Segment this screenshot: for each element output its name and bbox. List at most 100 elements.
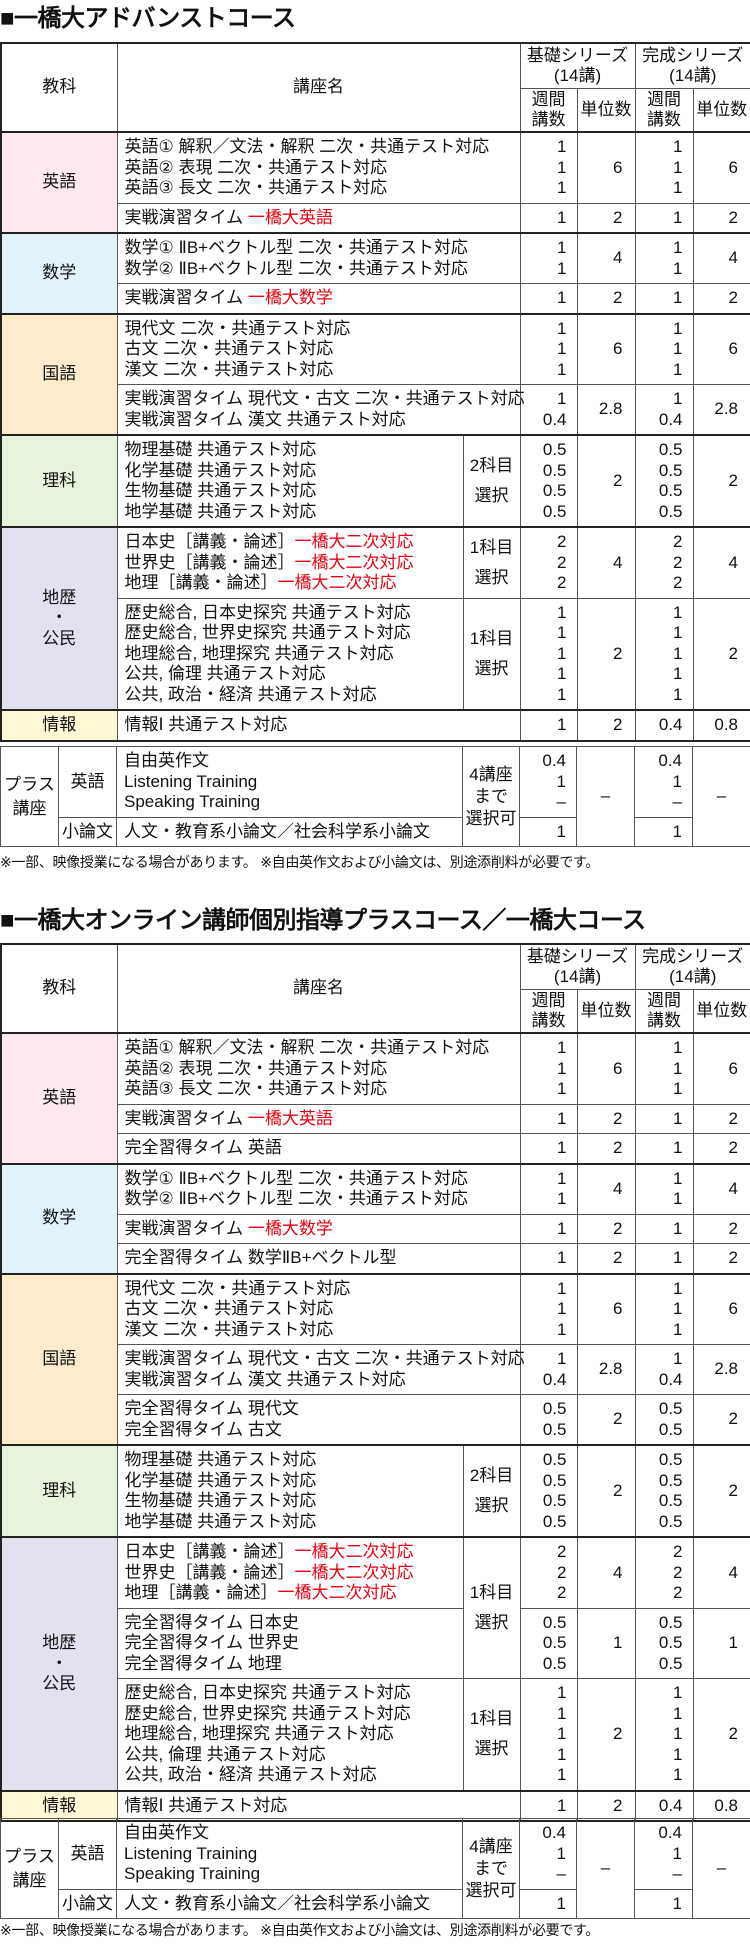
- course-line: 生物基礎 共通テスト対応: [125, 481, 456, 502]
- selection-note: 2科目 選択: [462, 1444, 521, 1538]
- course-line: 情報Ⅰ 共通テスト対応: [125, 1796, 513, 1817]
- units-cell: 4: [576, 526, 636, 599]
- table-row: 国語 現代文 二次・共通テスト対応 古文 二次・共通テスト対応 漢文 二次・共通テスト…: [0, 1272, 750, 1446]
- course-name: 人文・教育系小論文／社会科学系小論文: [124, 1893, 430, 1913]
- weekly-value: 1: [673, 137, 683, 156]
- course-line: 実戦演習タイム 漢文 共通テスト対応: [125, 1370, 513, 1391]
- course-line: 完全習得タイム 英語: [125, 1138, 513, 1159]
- weekly-value: 1: [673, 1138, 683, 1157]
- course-name: 英語③ 長文 二次・共通テスト対応: [124, 1079, 388, 1098]
- weekly-value: 0.4: [658, 1823, 682, 1842]
- course-line: 地学基礎 共通テスト対応: [125, 1512, 456, 1533]
- course-name: 世界史［講義・論述］: [124, 552, 295, 572]
- course-line: 現代文 二次・共通テスト対応: [125, 319, 513, 340]
- course-name: 英語③ 長文 二次・共通テスト対応: [124, 178, 388, 197]
- weekly-value: 2: [557, 532, 567, 551]
- course-line: 実戦演習タイム 現代文・古文 二次・共通テスト対応: [125, 1349, 525, 1370]
- course-cell: 完全習得タイム 日本史 完全習得タイム 世界史 完全習得タイム 地理: [116, 1607, 464, 1679]
- weekly-cell: 0.5 0.5 0.5 0.5: [519, 1444, 578, 1538]
- weekly-value: 1: [673, 1349, 683, 1368]
- course-name: 地理総合, 地理探究 共通テスト対応: [124, 1724, 394, 1743]
- weekly-value: 1: [557, 1108, 567, 1128]
- course-name: Speaking Training: [124, 792, 261, 811]
- selection-note: 4講座 まで 選択可: [462, 1818, 520, 1919]
- course-cell: 人文・教育系小論文／社会科学系小論文: [116, 1888, 463, 1919]
- weekly-cell: 1: [519, 1243, 578, 1274]
- units-cell: 2: [692, 202, 750, 234]
- course-name: 完全習得タイム 数学ⅡB+ベクトル型: [124, 1248, 397, 1267]
- footnote: ※一部、映像授業になる場合があります。 ※自由英作文および小論文は、別途添削料が…: [0, 1922, 600, 1938]
- weekly-value: 0.5: [658, 1491, 683, 1510]
- table-row: 実戦演習タイム 一橋大数学 1 2 1 2: [1, 283, 750, 314]
- units-cell: 2: [576, 1213, 636, 1244]
- weekly-value: 1: [673, 339, 683, 358]
- table-row: 理科 物理基礎 共通テスト対応 化学基礎 共通テスト対応 生物基礎 共通テスト対応 地学…: [0, 1444, 750, 1538]
- weekly-value: 1: [557, 1138, 567, 1157]
- weekly-value: 0.4: [658, 751, 682, 770]
- weekly-value: 1: [672, 771, 682, 791]
- weekly-cell: 0.4 1–: [519, 1818, 577, 1890]
- highlight-text: 一橋大数学: [247, 288, 333, 307]
- table-row: 完全習得タイム 英語 1 2 1 2: [1, 1133, 750, 1164]
- weekly-value: 1: [557, 1168, 567, 1188]
- weekly-value: 2: [673, 573, 683, 592]
- weekly-value: 1: [557, 1038, 567, 1057]
- highlight-text: 一橋大英語: [247, 207, 333, 227]
- course-line: 公共, 倫理 共通テスト対応: [125, 664, 456, 685]
- course-cell: 完全習得タイム 英語: [116, 1133, 521, 1164]
- course-line: 英語② 表現 二次・共通テスト対応: [125, 1059, 513, 1080]
- weekly-value: 0.5: [658, 1511, 683, 1531]
- units-cell: 0.8: [692, 1789, 750, 1822]
- weekly-value: 0.4: [542, 1369, 567, 1389]
- units-cell: 6: [576, 1032, 636, 1105]
- course-line: 世界史［講義・論述］一橋大二次対応: [125, 1563, 456, 1584]
- course-line: 完全習得タイム 現代文: [125, 1399, 513, 1420]
- course-line: Listening Training: [124, 772, 455, 793]
- course-line: 数学② ⅡB+ベクトル型 二次・共通テスト対応: [125, 1189, 513, 1210]
- subject-cell: 数学: [0, 1162, 118, 1274]
- course-cell: 数学① ⅡB+ベクトル型 二次・共通テスト対応 数学② ⅡB+ベクトル型 二次・共…: [116, 232, 521, 284]
- course-name: 数学② ⅡB+ベクトル型 二次・共通テスト対応: [124, 258, 468, 278]
- units-cell: 2: [576, 434, 636, 528]
- weekly-value: 0.4: [658, 1795, 683, 1815]
- weekly-value: 0.5: [542, 1653, 567, 1673]
- course-line: 英語③ 長文 二次・共通テスト対応: [125, 1079, 513, 1100]
- units-cell: 4: [576, 232, 636, 284]
- weekly-value: 1: [556, 771, 566, 791]
- plus-course-table: プラス 講座 英語 自由英作文 Listening Training Speaking …: [0, 746, 750, 847]
- header-row: 週間 講数 単位数 週間 講数 単位数: [1, 88, 750, 133]
- selection-note: 1科目 選択: [462, 597, 521, 711]
- course-line: 公共, 政治・経済 共通テスト対応: [125, 1765, 456, 1786]
- course-name: Listening Training: [124, 1843, 258, 1863]
- table-row: 完全習得タイム 数学ⅡB+ベクトル型 1 2 1 2: [1, 1243, 750, 1274]
- plus-row: 小論文 人文・教育系小論文／社会科学系小論文 1 1: [1, 1888, 750, 1919]
- units-cell: 2: [692, 1243, 750, 1274]
- course-name: 自由英作文: [124, 751, 209, 770]
- weekly-value: 1: [673, 1189, 683, 1208]
- weekly-value: 1: [557, 157, 567, 177]
- units-cell: 6: [692, 131, 750, 204]
- weekly-value: 1: [557, 389, 567, 408]
- course-cell: 実戦演習タイム 一橋大数学: [116, 1213, 521, 1244]
- course-line: 古文 二次・共通テスト対応: [125, 339, 513, 360]
- weekly-value: 1: [673, 318, 683, 338]
- header-complete-series: 完成シリーズ (14講): [634, 42, 750, 89]
- units-cell: 2: [576, 709, 636, 741]
- weekly-value: 1: [673, 1683, 683, 1702]
- course-cell: 実戦演習タイム 一橋大英語: [116, 1103, 521, 1134]
- units-cell: 6: [576, 1272, 636, 1345]
- course-line: 地理総合, 地理探究 共通テスト対応: [125, 644, 456, 665]
- weekly-value: 1: [557, 684, 567, 704]
- units-cell: 2: [576, 1243, 636, 1274]
- weekly-value: 0.5: [542, 1450, 567, 1469]
- weekly-value: 1: [557, 1299, 567, 1318]
- course-name: 実戦演習タイム: [124, 1218, 248, 1238]
- units-cell: 2: [576, 1133, 636, 1164]
- weekly-value: 1: [673, 643, 683, 663]
- course-name: 地学基礎 共通テスト対応: [124, 1511, 317, 1531]
- weekly-value: 1: [557, 339, 567, 358]
- selection-note: 1科目 選択: [462, 1536, 521, 1679]
